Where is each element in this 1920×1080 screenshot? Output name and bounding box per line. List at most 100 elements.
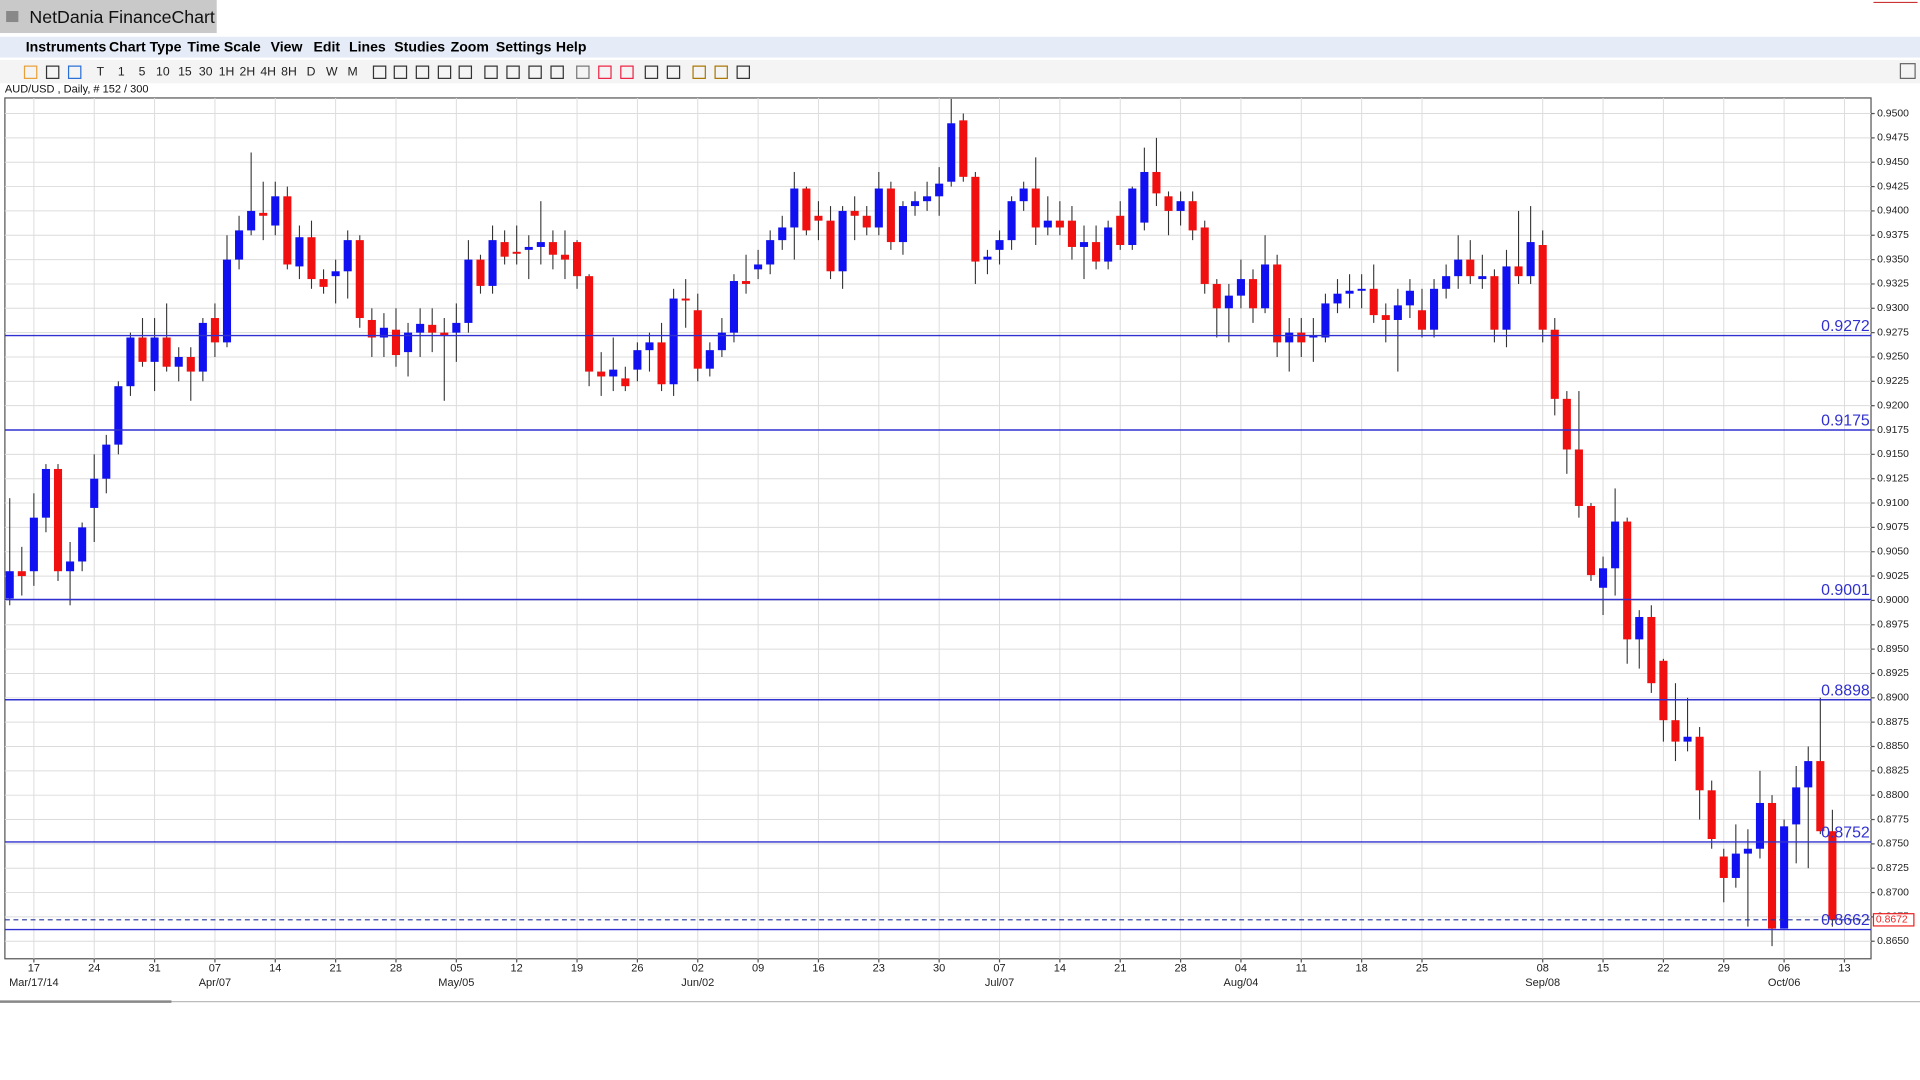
menu-item[interactable]: Chart Type bbox=[109, 38, 182, 54]
candle-body bbox=[1079, 242, 1089, 247]
toolbar-icon[interactable] bbox=[528, 65, 542, 79]
candle-body bbox=[1550, 329, 1559, 399]
toolbar-icon[interactable] bbox=[620, 65, 634, 79]
candle-body bbox=[850, 210, 859, 216]
x-tick-label: 02 bbox=[692, 962, 704, 974]
candle-body bbox=[838, 210, 847, 272]
candle-body bbox=[1176, 201, 1185, 211]
candle-body bbox=[1393, 305, 1402, 320]
toolbar-button[interactable]: M bbox=[348, 64, 358, 78]
candle-body bbox=[114, 386, 123, 445]
candle-body bbox=[1055, 220, 1064, 228]
x-tick-label-month: Sep/08 bbox=[1525, 977, 1560, 989]
toolbar-button[interactable]: 2H bbox=[240, 64, 256, 78]
x-tick-label: 11 bbox=[1296, 962, 1307, 974]
toolbar-button[interactable]: 15 bbox=[178, 64, 192, 78]
candle-body bbox=[404, 332, 413, 353]
candle-body bbox=[235, 230, 244, 260]
toolbar-icon[interactable] bbox=[23, 65, 38, 79]
candle-body bbox=[186, 356, 195, 372]
toolbar-icon[interactable] bbox=[692, 65, 706, 79]
toolbar-icon[interactable] bbox=[372, 65, 387, 79]
x-tick-label: 07 bbox=[993, 962, 1005, 974]
toolbar-icon[interactable] bbox=[736, 65, 750, 79]
toolbar-icon[interactable] bbox=[598, 65, 612, 79]
candle-body bbox=[1019, 188, 1028, 202]
toolbar-icon[interactable] bbox=[550, 65, 564, 79]
toolbar-button[interactable]: 30 bbox=[199, 64, 213, 78]
toolbar-button[interactable]: W bbox=[326, 64, 338, 78]
candle-body bbox=[862, 215, 871, 228]
y-tick-label: 0.9275 bbox=[1877, 327, 1909, 338]
menu-item[interactable]: Settings bbox=[496, 38, 552, 54]
menu-item[interactable]: Studies bbox=[394, 38, 445, 54]
x-tick-label: 13 bbox=[1838, 962, 1850, 974]
y-tick-label: 0.9050 bbox=[1877, 546, 1909, 557]
toolbar-button[interactable]: T bbox=[97, 64, 105, 78]
x-tick-label: 25 bbox=[1416, 962, 1428, 974]
candle-body bbox=[1381, 315, 1390, 320]
menu-item[interactable]: Lines bbox=[349, 38, 386, 54]
candle-body bbox=[512, 251, 521, 254]
menu-item[interactable]: View bbox=[271, 38, 303, 54]
toolbar-button[interactable]: D bbox=[307, 64, 316, 78]
toolbar-button[interactable] bbox=[1899, 63, 1916, 79]
toolbar-icon[interactable] bbox=[393, 65, 408, 79]
y-tick-label: 0.9250 bbox=[1877, 352, 1909, 363]
menu-item[interactable]: Instruments bbox=[26, 38, 107, 54]
candle-body bbox=[5, 571, 14, 599]
menu-item[interactable]: Time Scale bbox=[187, 38, 260, 54]
y-tick-label: 0.9425 bbox=[1877, 181, 1909, 192]
last-price-box bbox=[1872, 913, 1915, 927]
candle-body bbox=[222, 259, 232, 343]
candle-body bbox=[1285, 332, 1294, 343]
candle-body bbox=[295, 237, 304, 267]
toolbar-icon[interactable] bbox=[644, 65, 659, 79]
candle-body bbox=[1611, 521, 1620, 569]
toolbar-button[interactable]: 1H bbox=[219, 64, 235, 78]
candle-body bbox=[367, 319, 376, 338]
candle-body bbox=[681, 298, 690, 301]
candle-body bbox=[198, 322, 207, 372]
candle-body bbox=[790, 188, 799, 228]
menu-item[interactable]: Edit bbox=[313, 38, 340, 54]
toolbar-button[interactable]: 8H bbox=[281, 64, 297, 78]
x-tick-label: 04 bbox=[1235, 962, 1247, 974]
toolbar-button[interactable]: 5 bbox=[139, 64, 146, 78]
toolbar-icon[interactable] bbox=[437, 65, 452, 79]
toolbar-icon[interactable] bbox=[506, 65, 520, 79]
y-tick-label: 0.9075 bbox=[1877, 522, 1909, 533]
candle-body bbox=[343, 240, 352, 272]
toolbar-icon[interactable] bbox=[666, 65, 681, 79]
candle-body bbox=[1152, 171, 1161, 194]
toolbar-button[interactable]: 10 bbox=[156, 64, 170, 78]
toolbar-icon[interactable] bbox=[484, 65, 498, 79]
candle-body bbox=[1780, 826, 1789, 929]
candle-body bbox=[778, 227, 787, 241]
candle-body bbox=[1321, 303, 1330, 338]
level-label: 0.9272 bbox=[1821, 318, 1870, 335]
level-label: 0.8662 bbox=[1821, 912, 1870, 929]
menu-item[interactable]: Help bbox=[556, 38, 587, 54]
y-tick-label: 0.9025 bbox=[1877, 571, 1909, 582]
toolbar-button[interactable]: 4H bbox=[260, 64, 276, 78]
level-label: 0.8898 bbox=[1821, 682, 1870, 699]
toolbar-icon[interactable] bbox=[714, 65, 728, 79]
toolbar-icon[interactable] bbox=[576, 65, 590, 79]
toolbar-icon[interactable] bbox=[67, 65, 82, 79]
x-tick-label: 21 bbox=[330, 962, 342, 974]
y-tick-label: 0.8950 bbox=[1877, 644, 1909, 655]
toolbar-icon[interactable] bbox=[45, 65, 60, 79]
candle-body bbox=[90, 478, 99, 508]
x-tick-label: 16 bbox=[812, 962, 824, 974]
toolbar-icon[interactable] bbox=[415, 65, 430, 79]
menu-item[interactable]: Zoom bbox=[451, 38, 489, 54]
candle-body bbox=[1478, 276, 1487, 280]
candle-body bbox=[150, 337, 159, 362]
x-tick-label: 30 bbox=[933, 962, 945, 974]
toolbar-icon[interactable] bbox=[458, 65, 473, 79]
y-tick-label: 0.9500 bbox=[1877, 108, 1909, 119]
toolbar-button[interactable]: 1 bbox=[118, 64, 125, 78]
